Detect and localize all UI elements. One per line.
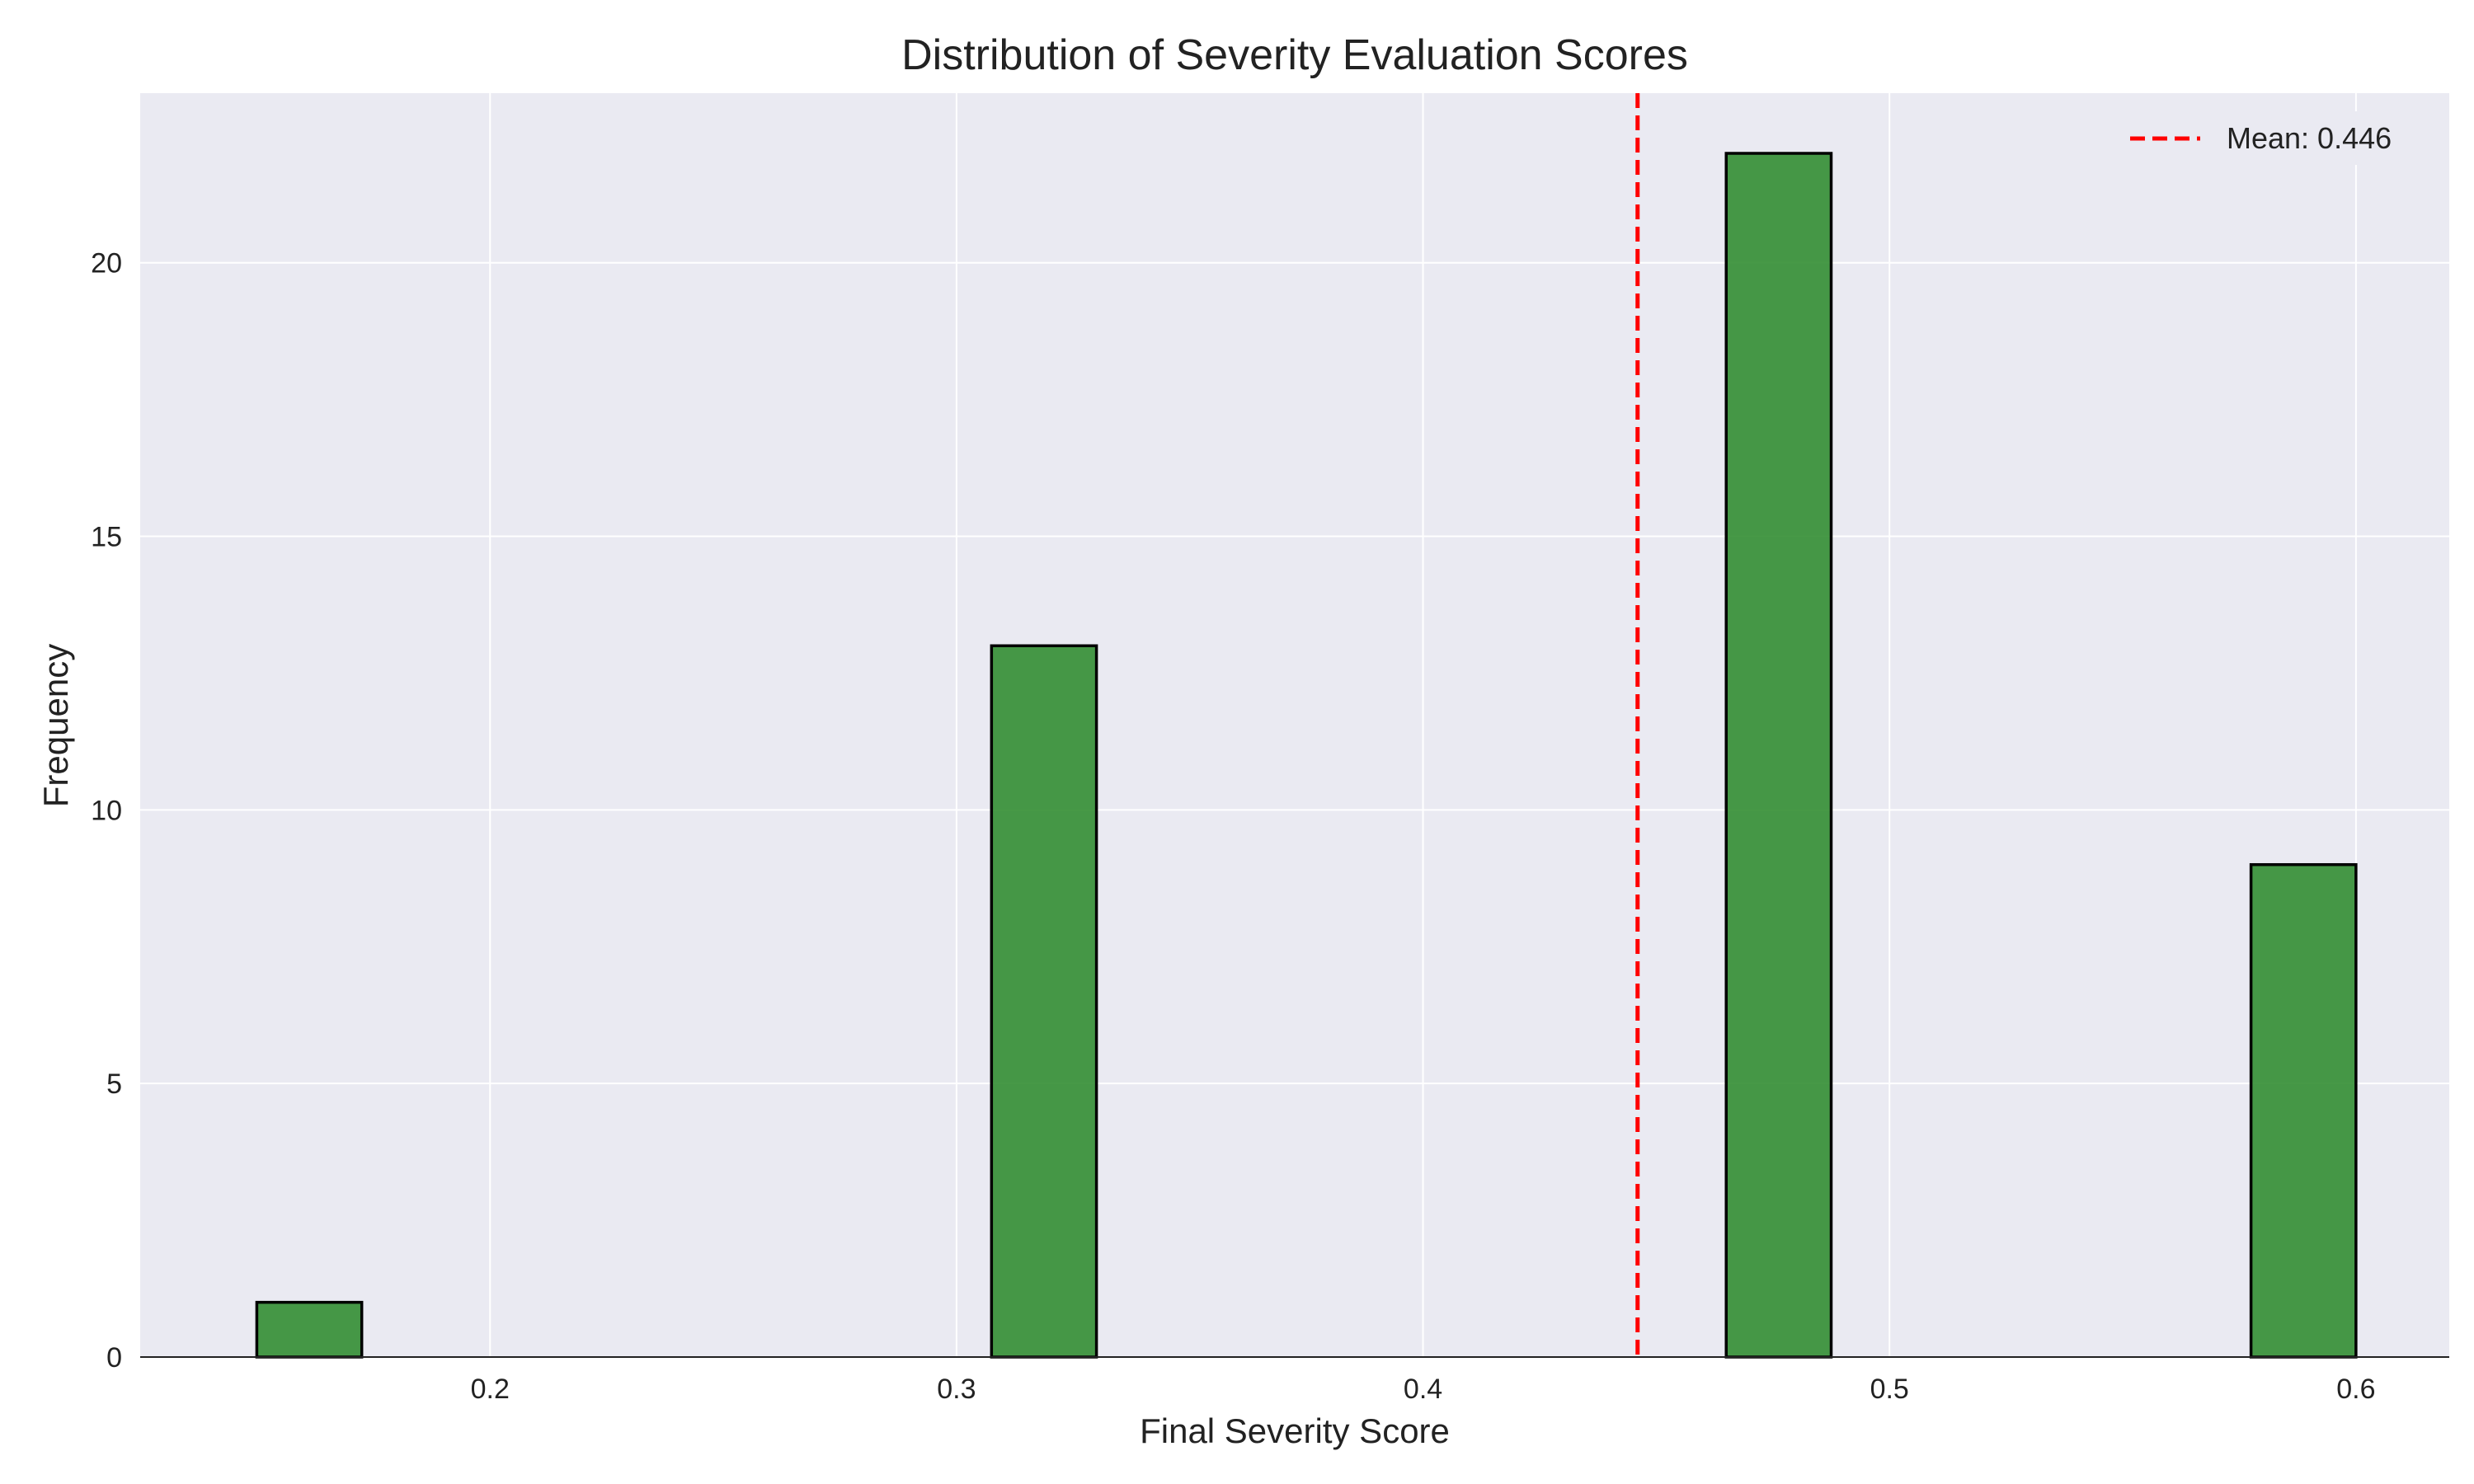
y-tick-label-1: 5 — [106, 1068, 122, 1100]
histogram-bar-3 — [2249, 862, 2358, 1359]
legend-label-mean: Mean: 0.446 — [2227, 121, 2392, 155]
plot-background — [140, 93, 2449, 1357]
histogram-bar-1 — [990, 644, 1098, 1359]
y-tick-label-2: 10 — [91, 795, 122, 826]
x-tick-labels: 0.2 0.3 0.4 0.5 0.6 — [471, 1374, 2376, 1405]
y-tick-label-4: 20 — [91, 248, 122, 279]
x-tick-label-4: 0.6 — [2336, 1374, 2375, 1405]
x-tick-label-0: 0.2 — [471, 1374, 510, 1405]
x-tick-label-2: 0.4 — [1404, 1374, 1442, 1405]
y-tick-label-0: 0 — [106, 1342, 122, 1374]
legend: Mean: 0.446 — [2111, 111, 2433, 165]
y-tick-label-3: 15 — [91, 522, 122, 553]
histogram-bar-0 — [255, 1300, 364, 1359]
x-tick-label-1: 0.3 — [937, 1374, 976, 1405]
y-tick-labels: 0 5 10 15 20 — [91, 248, 122, 1374]
y-axis-label: Frequency — [36, 644, 75, 807]
x-axis-label: Final Severity Score — [1140, 1411, 1450, 1450]
x-tick-label-3: 0.5 — [1870, 1374, 1909, 1405]
histogram-bar-2 — [1724, 152, 1833, 1359]
chart-title: Distribution of Severity Evaluation Scor… — [901, 31, 1688, 79]
